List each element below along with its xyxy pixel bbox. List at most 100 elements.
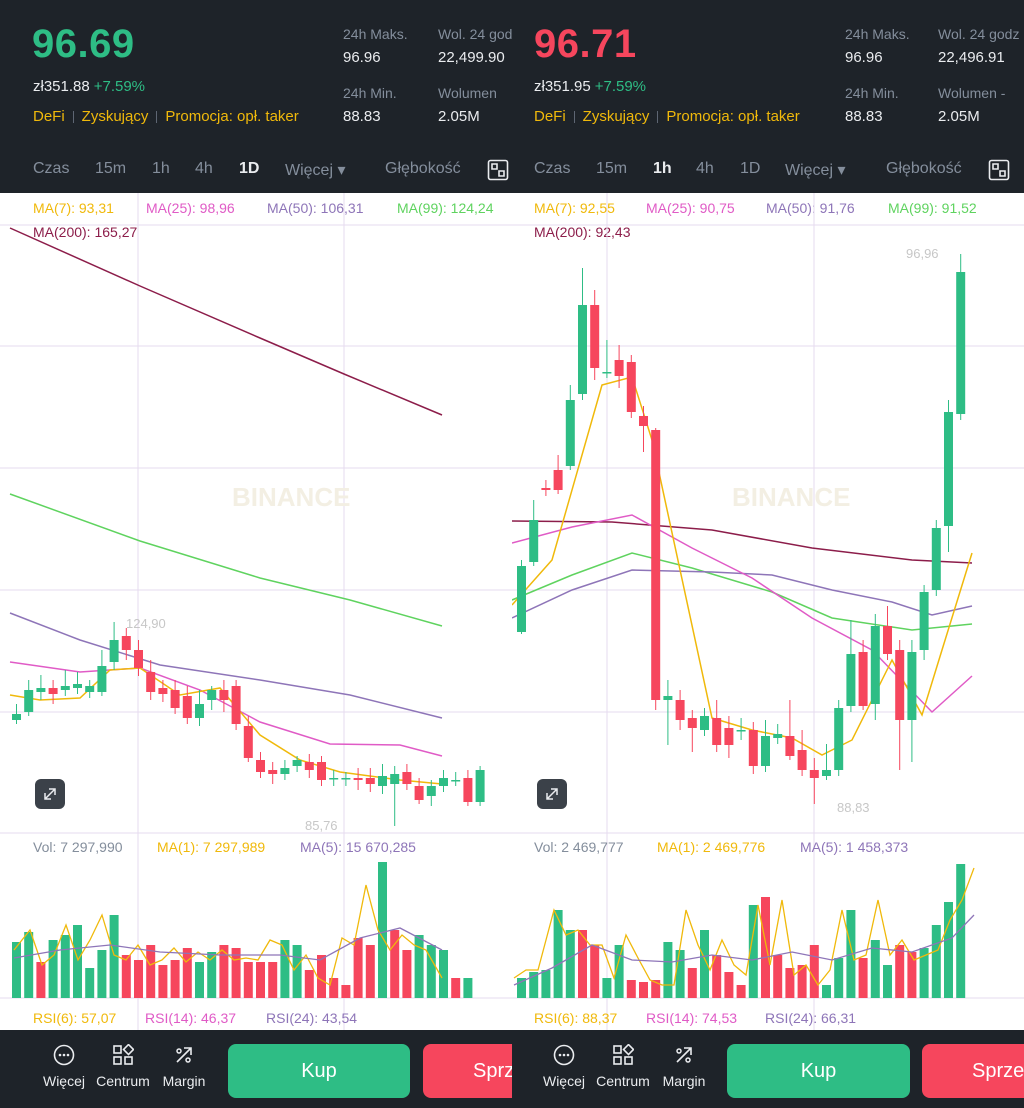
grid-icon (613, 1043, 635, 1065)
margin-button[interactable]: Margin (654, 1044, 714, 1089)
layout-toggle-icon[interactable] (487, 159, 509, 181)
fiat-value: zł351.88 (33, 78, 90, 95)
ma200-line (9, 227, 443, 416)
candlestick-chart[interactable]: BINANCE 124,90 85,76 (0, 193, 512, 1030)
volume-bar (761, 897, 770, 998)
tab-4h[interactable]: 4h (195, 160, 213, 177)
volume-bar (207, 952, 217, 998)
center-button[interactable]: Centrum (93, 1043, 153, 1089)
tab-15m[interactable]: 15m (596, 160, 628, 177)
volume-bar (329, 978, 339, 998)
volume-bar (883, 965, 892, 998)
candle-body (614, 360, 624, 376)
candle-body (529, 520, 539, 562)
buy-button[interactable]: Kup (228, 1044, 410, 1098)
candle-body (883, 626, 892, 654)
tag-promo[interactable]: Promocja: opł. taker (666, 108, 800, 125)
expand-icon (44, 788, 56, 800)
buy-button[interactable]: Kup (727, 1044, 910, 1098)
layout-toggle-icon[interactable] (988, 159, 1010, 181)
low-label: 24h Min. (845, 85, 899, 101)
tag-defi[interactable]: DeFi (534, 108, 566, 125)
tab-more[interactable]: Więcej ▾ (785, 162, 846, 179)
ma99-line (9, 493, 443, 627)
volume-bar (304, 970, 314, 998)
volume-bar (219, 945, 229, 998)
margin-icon (176, 1047, 192, 1063)
candle-body (675, 700, 685, 720)
candle-body (97, 666, 107, 692)
volume-bar (809, 945, 819, 998)
candles (517, 254, 966, 804)
candle-body (651, 430, 661, 700)
sell-button[interactable]: Sprzedaj (922, 1044, 1024, 1098)
candlestick-chart[interactable]: BINANCE 96,96 88,83 (512, 193, 1024, 1030)
candle-body (231, 686, 241, 724)
action-bar: Więcej Centrum Margin Kup Sprzedaj (512, 1030, 1024, 1108)
ma50-line (512, 569, 973, 619)
rsi14-label: RSI(14): 46,37 (145, 1010, 237, 1026)
candle-body (182, 696, 192, 718)
volume-bar (797, 965, 807, 998)
ma200-label: MA(200): 165,27 (33, 224, 138, 240)
center-button[interactable]: Centrum (593, 1043, 653, 1089)
candle-body (785, 736, 795, 756)
vol-label: Vol: 2 469,777 (534, 839, 624, 855)
tab-1h[interactable]: 1h (152, 160, 170, 177)
volume-bar (170, 960, 180, 998)
sell-button[interactable]: Sprzedaj (423, 1044, 512, 1098)
candle-body (243, 726, 253, 758)
fullscreen-button[interactable] (35, 779, 65, 809)
rsi24-label: RSI(24): 66,31 (765, 1010, 857, 1026)
tag-defi[interactable]: DeFi (33, 108, 65, 125)
volume-bar (109, 915, 119, 998)
volume-bars (12, 862, 473, 998)
tab-15m[interactable]: 15m (95, 160, 127, 177)
more-button[interactable]: Więcej (34, 1044, 94, 1089)
volume-bar (426, 945, 436, 998)
candle-body (48, 688, 58, 694)
volume-bar (895, 945, 905, 998)
rsi6-label: RSI(6): 88,37 (534, 1010, 618, 1026)
vol24-label: Wol. 24 godz (938, 26, 1020, 42)
tab-time[interactable]: Czas (33, 160, 70, 177)
tab-1d[interactable]: 1D (239, 160, 260, 177)
volume-bar (748, 905, 758, 998)
tag-gainers[interactable]: Zyskujący (81, 108, 149, 125)
tab-1d[interactable]: 1D (740, 160, 761, 177)
candle-body (822, 770, 831, 776)
last-price: 96.71 (534, 22, 637, 66)
volume-bar (919, 948, 929, 998)
more-button[interactable]: Więcej (534, 1044, 594, 1089)
ma99-line (512, 552, 973, 631)
tab-more[interactable]: Więcej ▾ (285, 162, 346, 179)
ma25-label: MA(25): 90,75 (646, 200, 735, 216)
candle-body (565, 400, 575, 466)
volume-value: 2.05M (438, 108, 480, 125)
volume-bar (134, 960, 143, 998)
candle-body (451, 780, 461, 782)
tag-gainers[interactable]: Zyskujący (582, 108, 650, 125)
volume-bar (390, 930, 400, 998)
candle-body (317, 762, 326, 780)
tab-depth[interactable]: Głębokość (385, 160, 461, 177)
tab-4h[interactable]: 4h (696, 160, 714, 177)
margin-button[interactable]: Margin (154, 1044, 214, 1089)
ma200-label: MA(200): 92,43 (534, 224, 631, 240)
candle-body (663, 696, 673, 700)
vol-ma1-label: MA(1): 2 469,776 (657, 839, 766, 855)
timeframe-bar: Czas 15m 1h 4h 1D Więcej ▾ Głębokość (512, 150, 1024, 190)
center-label: Centrum (96, 1073, 150, 1089)
volume-bar (663, 942, 673, 998)
candle-body (414, 786, 424, 800)
candle-body (761, 736, 770, 766)
volume-bar (553, 910, 563, 998)
fullscreen-button[interactable] (537, 779, 567, 809)
candle-body (268, 770, 278, 774)
tab-depth[interactable]: Głębokość (886, 160, 962, 177)
tag-promo[interactable]: Promocja: opł. taker (165, 108, 299, 125)
tab-time[interactable]: Czas (534, 160, 571, 177)
tab-1h[interactable]: 1h (653, 160, 672, 177)
candle-body (170, 690, 180, 708)
volume-bar (736, 985, 746, 998)
